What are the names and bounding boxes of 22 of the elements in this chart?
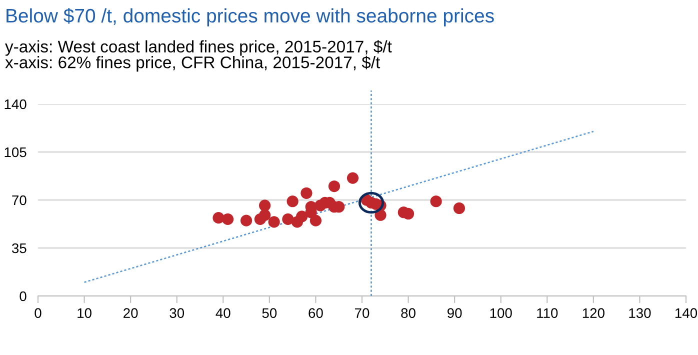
x-tick-label: 50 bbox=[262, 308, 277, 318]
x-tick-label: 130 bbox=[629, 308, 651, 318]
x-tick-label: 30 bbox=[170, 308, 184, 318]
x-tick-label: 0 bbox=[34, 308, 42, 318]
x-tick-label: 80 bbox=[401, 308, 416, 318]
x-tick-label: 100 bbox=[490, 308, 512, 318]
x-tick-label: 20 bbox=[124, 308, 138, 318]
y-tick-label: 140 bbox=[4, 99, 26, 110]
x-tick-label: 60 bbox=[308, 308, 323, 318]
chart-subtitle: y-axis: West coast landed fines price, 2015-2017, $/t x-axis: 62% fines price, CFR China, 2015-2017, $/t bbox=[5, 40, 392, 72]
x-tick-label: 40 bbox=[216, 308, 230, 318]
y-tick-label: 105 bbox=[4, 147, 26, 158]
x-tick-label: 90 bbox=[448, 308, 462, 318]
y-tick-label: 70 bbox=[12, 195, 26, 206]
x-tick-label: 10 bbox=[78, 308, 92, 318]
chart-title: Below $70 /t, domestic prices move with seaborne prices bbox=[6, 8, 494, 26]
x-tick-label: 70 bbox=[354, 308, 370, 318]
x-tick-label: 140 bbox=[675, 308, 698, 318]
y-tick-label: 0 bbox=[20, 291, 26, 302]
y-tick-label: 35 bbox=[12, 243, 26, 254]
x-tick-label: 120 bbox=[582, 308, 604, 318]
x-tick-label: 110 bbox=[537, 308, 558, 318]
